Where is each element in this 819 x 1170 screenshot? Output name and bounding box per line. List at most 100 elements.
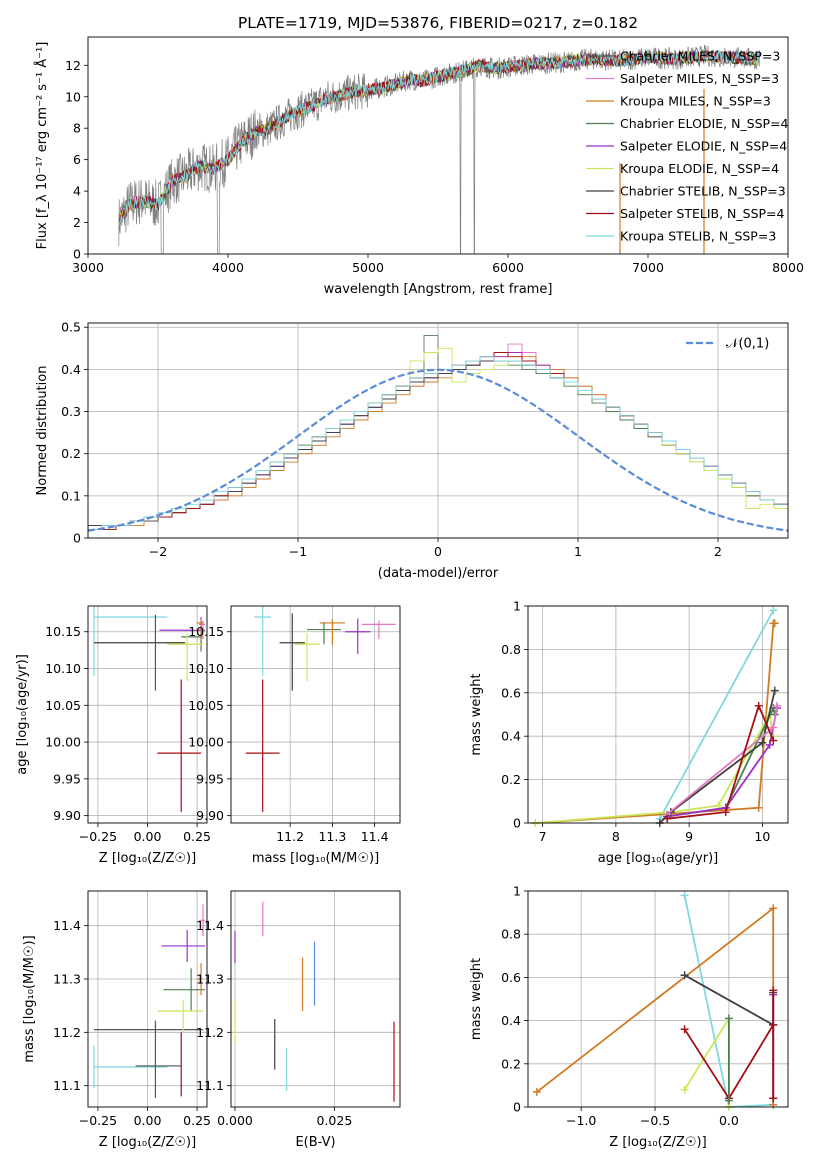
legend-label: Salpeter MILES, N_SSP=3 <box>620 71 779 86</box>
y-tick-label: 11.2 <box>53 1025 81 1040</box>
y-tick-label: 0.4 <box>501 729 521 744</box>
y-axis-label: age [log₁₀(age/yr)] <box>15 654 30 775</box>
x-tick-label: 11.4 <box>361 829 389 844</box>
legend-label: Chabrier STELIB, N_SSP=3 <box>620 184 786 199</box>
model-spectrum-line <box>118 49 761 228</box>
weight-marker <box>721 808 730 817</box>
weight-marker <box>754 803 763 812</box>
error-point <box>319 619 346 645</box>
x-tick-label: −0.25 <box>79 829 117 844</box>
axes-residuals: −2 −1 0 1 2 0 0.1 0.2 0.3 0.4 0.5 <box>61 320 788 559</box>
y-tick-label: 0.4 <box>61 362 81 377</box>
y-tick-label: 10.10 <box>45 661 81 676</box>
y-axis-label: Flux [f_λ 10⁻¹⁷ erg cm⁻² s⁻¹ Å⁻¹] <box>34 42 50 250</box>
error-point <box>199 620 206 640</box>
error-point <box>157 1000 204 1033</box>
x-tick-label: 8000 <box>772 260 804 275</box>
y-tick-label: 0 <box>513 1100 521 1115</box>
x-axis-label: wavelength [Angstrom, rest frame] <box>324 282 553 297</box>
y-tick-label: 0 <box>513 816 521 831</box>
weight-marker <box>765 740 774 749</box>
y-tick-label: 10.15 <box>188 624 224 639</box>
x-axis-label: Z [log₁₀(Z/Z☉)] <box>99 851 196 866</box>
weight-line <box>535 622 775 824</box>
y-tick-label: 9.90 <box>53 808 81 823</box>
y-tick-label: 11.4 <box>196 918 224 933</box>
y-tick-label: 10.00 <box>45 735 81 750</box>
mass-weight-vs-age-frame <box>527 605 789 824</box>
y-tick-label: 0.8 <box>501 642 521 657</box>
weight-marker <box>769 904 778 913</box>
x-tick-label: 0 <box>434 544 442 559</box>
error-point <box>307 622 341 645</box>
weight-marker <box>754 701 763 710</box>
y-tick-label: 8 <box>73 121 81 136</box>
error-point <box>294 633 320 682</box>
legend-label: Kroupa ELODIE, N_SSP=4 <box>620 161 779 176</box>
y-tick-label: 9.95 <box>53 771 81 786</box>
weight-line <box>659 690 776 824</box>
y-axis-label: mass [log₁₀(M/M☉)] <box>22 935 37 1062</box>
error-point <box>199 904 206 937</box>
y-tick-label: 12 <box>65 58 81 73</box>
weight-marker <box>773 701 782 710</box>
weight-marker <box>532 1087 541 1096</box>
legend-label: Chabrier MILES, N_SSP=3 <box>620 49 780 64</box>
y-tick-label: 0.8 <box>501 927 521 942</box>
x-axis-label: Z [log₁₀(Z/Z☉)] <box>609 1135 706 1150</box>
error-point <box>163 968 206 1011</box>
error-point <box>361 620 396 640</box>
weight-line <box>659 609 775 820</box>
y-tick-label: 10 <box>65 89 81 104</box>
x-axis-label: (data-model)/error <box>378 566 499 581</box>
y-tick-label: 1 <box>513 884 521 899</box>
x-tick-label: −0.25 <box>79 1113 117 1128</box>
x-tick-label: 0.25 <box>183 1113 211 1128</box>
x-tick-label: 11.2 <box>276 829 304 844</box>
axes-mass-vs-ebv: 0.000 0.025 11.1 11.2 11.3 11.4 <box>196 891 400 1128</box>
mass-vs-ebv-frame <box>230 890 401 1108</box>
error-point <box>93 606 168 676</box>
x-tick-label: 0.00 <box>134 829 162 844</box>
y-tick-label: 1 <box>513 599 521 614</box>
x-axis-label: Z [log₁₀(Z/Z☉)] <box>99 1135 196 1150</box>
y-axis-label: mass weight <box>469 673 484 755</box>
y-tick-label: 11.2 <box>196 1025 224 1040</box>
weight-marker <box>769 1094 778 1103</box>
x-axis-label: E(B-V) <box>295 1135 335 1150</box>
y-tick-label: 10.00 <box>188 735 224 750</box>
legend-label: Chabrier ELODIE, N_SSP=4 <box>620 116 789 131</box>
x-tick-label: 4000 <box>212 260 244 275</box>
axes-age-vs-Z: −0.25 0.00 0.25 9.90 9.95 10.00 10.05 10.10 10.1… <box>45 606 211 844</box>
y-tick-label: 11.3 <box>196 972 224 987</box>
error-point <box>197 619 204 642</box>
plot-layer: 3000 4000 5000 6000 7000 8000024681012Chabrie… <box>15 36 804 1150</box>
x-tick-label: 3000 <box>72 260 104 275</box>
x-tick-label: −1.0 <box>566 1113 596 1128</box>
legend-label: 𝒩(0,1) <box>726 337 769 352</box>
x-tick-label: 0.0 <box>719 1113 739 1128</box>
x-tick-label: 6000 <box>492 260 524 275</box>
axes-mass-vs-Z: −0.25 0.00 0.25 11.1 11.2 11.3 11.4 <box>53 891 211 1128</box>
model-spectrum-line <box>118 49 761 228</box>
x-tick-label: 0.25 <box>183 829 211 844</box>
weight-marker <box>680 1085 689 1094</box>
axes-age-vs-mass: 11.2 11.3 11.4 9.90 9.95 10.00 10.05 10.10 10.15 <box>188 606 400 844</box>
x-tick-label: 5000 <box>352 260 384 275</box>
weight-marker <box>769 736 778 745</box>
y-axis-label: mass weight <box>469 958 484 1040</box>
weight-marker <box>770 686 779 695</box>
mass-weight-vs-Z-frame <box>527 890 789 1108</box>
y-tick-label: 0.1 <box>61 488 81 503</box>
x-tick-label: 1 <box>574 544 582 559</box>
x-axis-label: age [log₁₀(age/yr)] <box>598 851 719 866</box>
x-tick-label: 7 <box>539 829 547 844</box>
histogram-step <box>88 356 788 538</box>
y-tick-label: 0.6 <box>501 970 521 985</box>
x-tick-label: 10 <box>754 829 770 844</box>
weight-marker <box>663 814 672 823</box>
y-tick-label: 10.15 <box>45 624 81 639</box>
axes-spectrum: 3000 4000 5000 6000 7000 8000 0 2 4 6 8 10 12 <box>65 58 804 275</box>
error-point <box>93 1045 168 1089</box>
